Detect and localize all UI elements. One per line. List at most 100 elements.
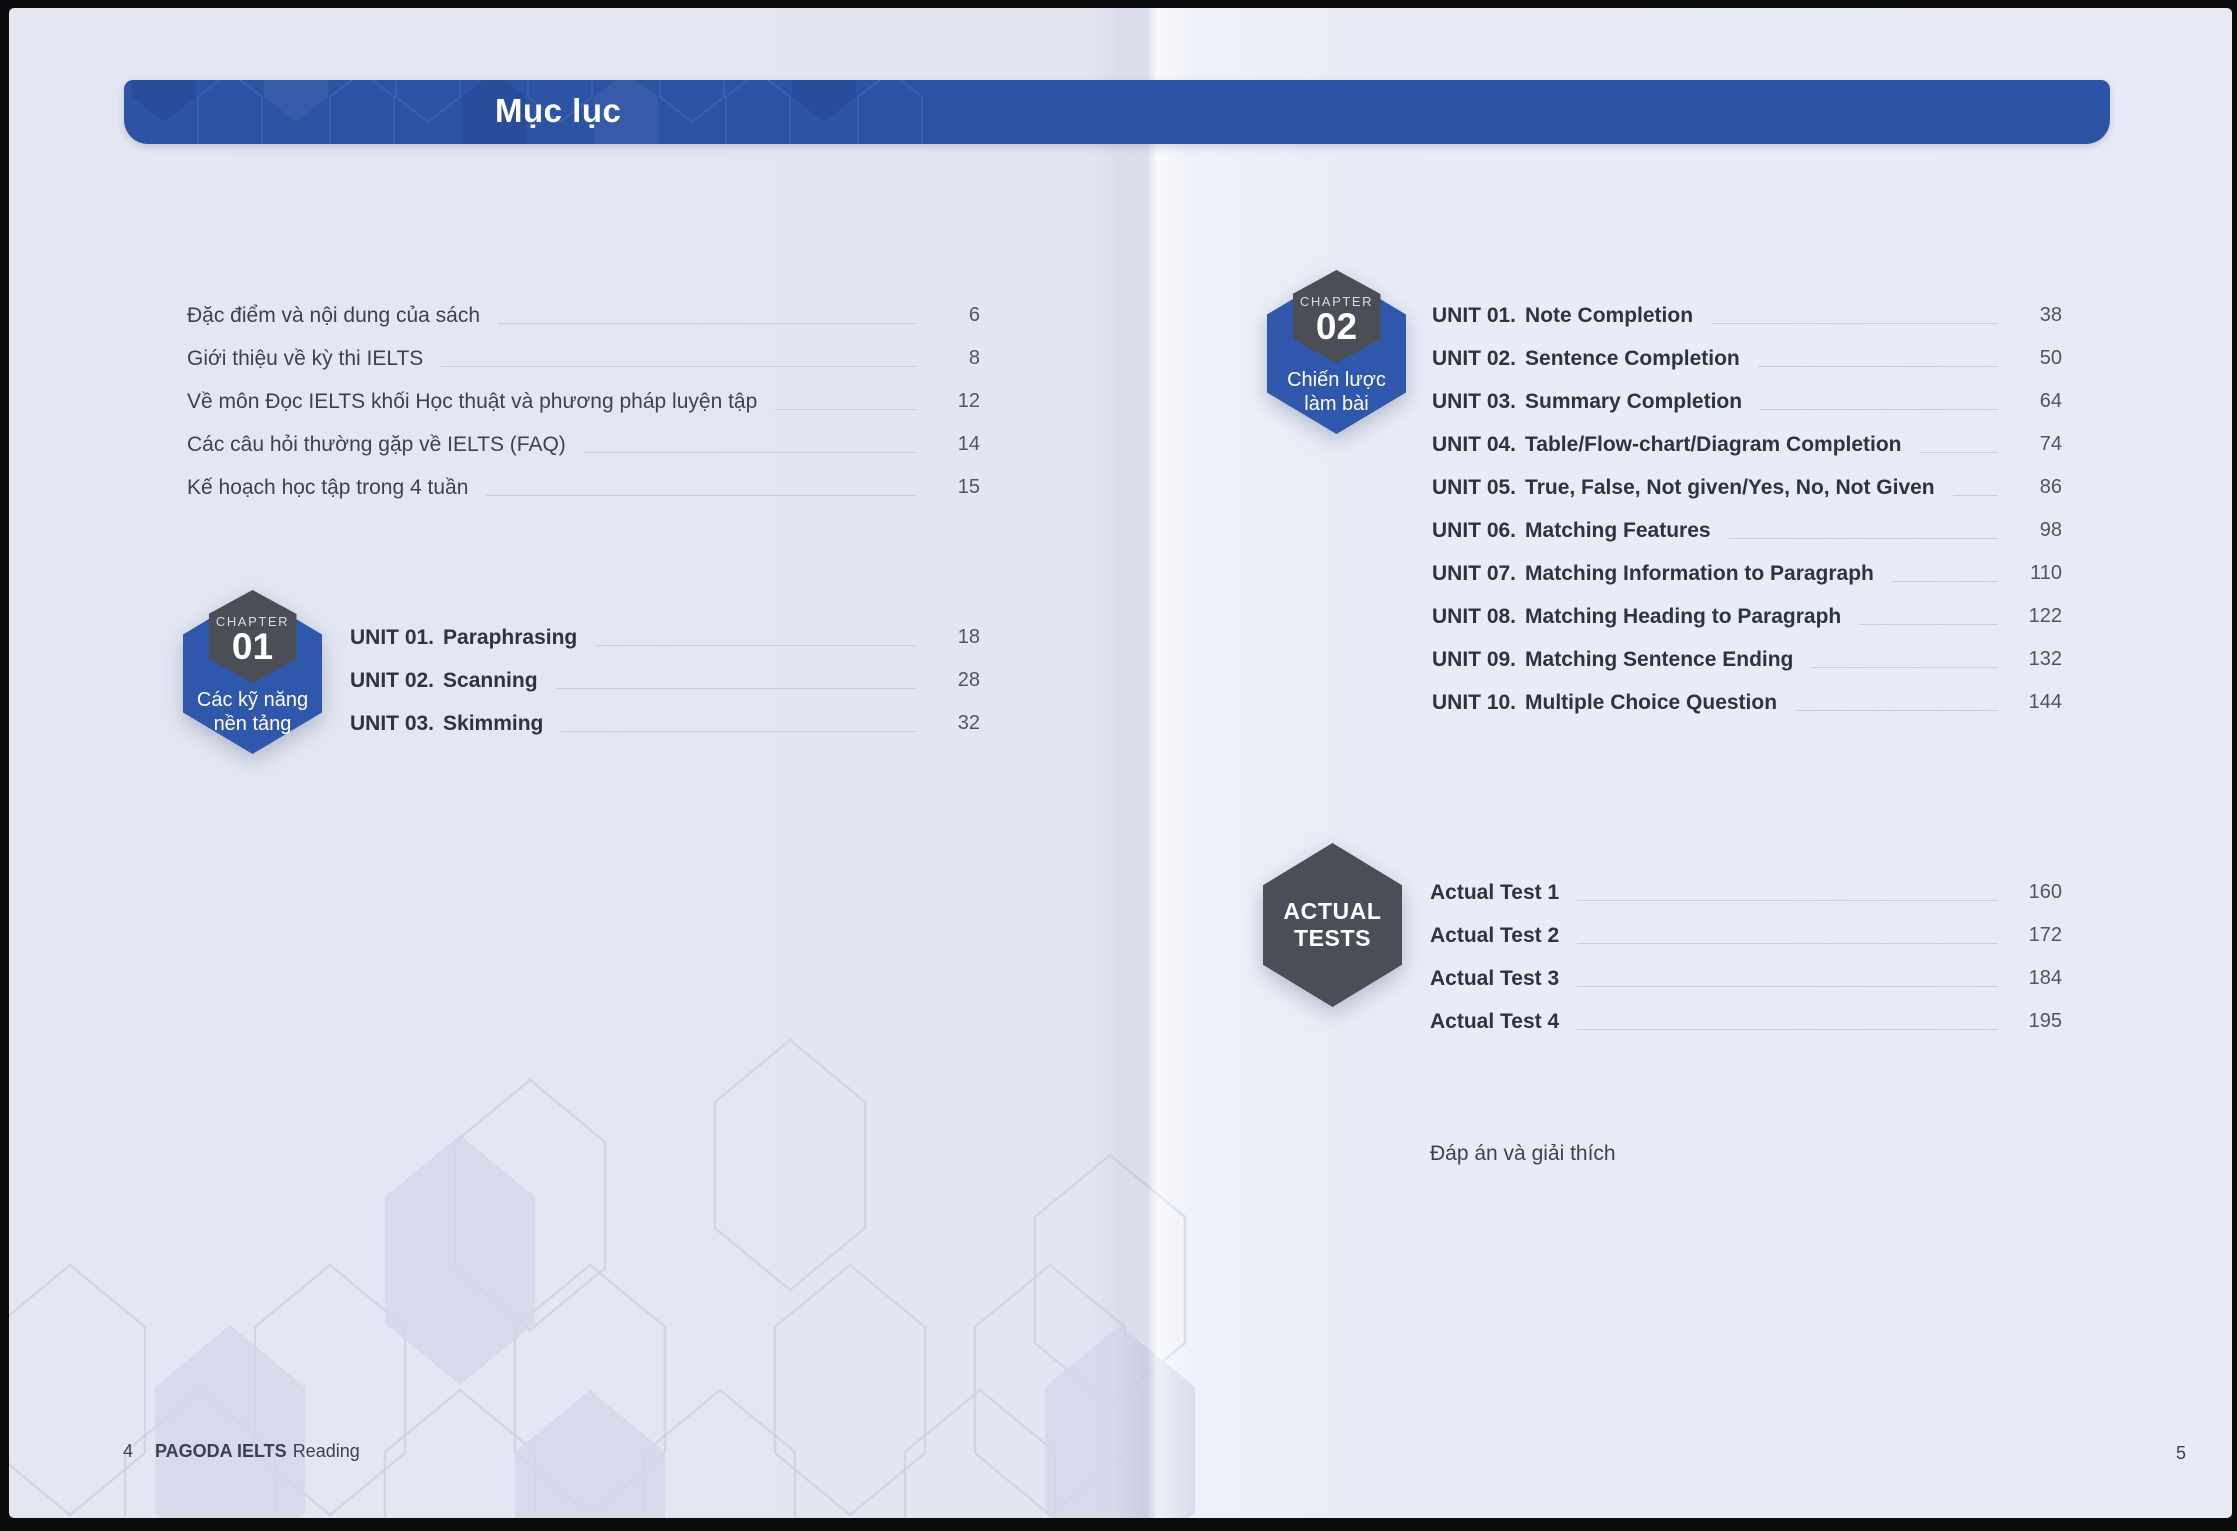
toc-row: UNIT 02. Scanning 28 bbox=[350, 659, 980, 702]
chapter-1-unit-list: UNIT 01. Paraphrasing 18 UNIT 02. Scanni… bbox=[350, 616, 980, 745]
leader-line bbox=[555, 687, 916, 690]
toc-entry-page: 12 bbox=[957, 390, 980, 412]
intro-toc-list: Đặc điểm và nội dung của sách 6 Giới thi… bbox=[187, 294, 980, 509]
leader-line bbox=[775, 408, 916, 411]
toc-row: UNIT 08. Matching Heading to Paragraph 1… bbox=[1432, 595, 2062, 638]
unit-title: Matching Heading to Paragraph bbox=[1525, 604, 1842, 628]
toc-row: UNIT 05. True, False, Not given/Yes, No,… bbox=[1432, 466, 2062, 509]
leader-line bbox=[561, 730, 916, 733]
test-label: Actual Test 3 bbox=[1430, 966, 1560, 990]
actual-tests-list: Actual Test 1 160 Actual Test 2 172 Actu… bbox=[1430, 871, 2062, 1043]
unit-title: Matching Features bbox=[1525, 518, 1711, 542]
leader-line bbox=[486, 494, 916, 497]
unit-title: Matching Information to Paragraph bbox=[1525, 561, 1874, 585]
toc-entry-page: 38 bbox=[2039, 304, 2062, 326]
unit-number: UNIT 10. bbox=[1432, 690, 1517, 714]
unit-number: UNIT 03. bbox=[1432, 389, 1517, 413]
toc-row: Actual Test 2 172 bbox=[1430, 914, 2062, 957]
toc-row: UNIT 07. Matching Information to Paragra… bbox=[1432, 552, 2062, 595]
toc-entry-page: 122 bbox=[2028, 605, 2062, 627]
actual-tests-badge: ACTUAL TESTS bbox=[1263, 843, 1402, 1007]
unit-title: True, False, Not given/Yes, No, Not Give… bbox=[1525, 475, 1935, 499]
leader-line bbox=[441, 365, 916, 368]
toc-entry-page: 28 bbox=[957, 669, 980, 691]
answers-label: Đáp án và giải thích bbox=[1430, 1142, 1616, 1165]
page-title: Mục lục bbox=[495, 92, 622, 129]
unit-number: UNIT 03. bbox=[350, 711, 435, 735]
unit-title: Skimming bbox=[443, 711, 544, 735]
chapter-word: CHAPTER bbox=[215, 614, 290, 629]
toc-row: UNIT 03. Summary Completion 64 bbox=[1432, 380, 2062, 423]
toc-row: UNIT 04. Table/Flow-chart/Diagram Comple… bbox=[1432, 423, 2062, 466]
unit-title: Table/Flow-chart/Diagram Completion bbox=[1525, 432, 1902, 456]
unit-number: UNIT 01. bbox=[1432, 303, 1517, 327]
chapter-number: 02 bbox=[1315, 306, 1358, 347]
toc-entry-label: Đặc điểm và nội dung của sách bbox=[187, 303, 481, 327]
leader-line bbox=[1795, 709, 1998, 712]
chapter-2-unit-list: UNIT 01. Note Completion 38 UNIT 02. Sen… bbox=[1432, 294, 2062, 724]
page-spread bbox=[9, 8, 2232, 1518]
toc-entry-label: Giới thiệu về kỳ thi IELTS bbox=[187, 346, 424, 370]
toc-entry-page: 14 bbox=[957, 433, 980, 455]
chapter-1-badge: CHAPTER 01 Các kỹ năng nền tảng bbox=[183, 590, 322, 754]
unit-title: Sentence Completion bbox=[1525, 346, 1740, 370]
toc-row: Actual Test 1 160 bbox=[1430, 871, 2062, 914]
chapter-word: CHAPTER bbox=[1299, 294, 1374, 309]
toc-entry-label: Các câu hỏi thường gặp về IELTS (FAQ) bbox=[187, 432, 566, 456]
actual-tests-hexagon: ACTUAL TESTS bbox=[1263, 843, 1402, 1007]
test-label: Actual Test 4 bbox=[1430, 1009, 1560, 1033]
book-title-bold: PAGODA IELTS bbox=[155, 1441, 287, 1461]
toc-entry-page: 132 bbox=[2028, 648, 2062, 670]
leader-line bbox=[1577, 985, 1998, 988]
toc-entry-page: 18 bbox=[957, 626, 980, 648]
unit-number: UNIT 05. bbox=[1432, 475, 1517, 499]
unit-number: UNIT 06. bbox=[1432, 518, 1517, 542]
toc-row: UNIT 01. Note Completion 38 bbox=[1432, 294, 2062, 337]
toc-row: UNIT 06. Matching Features 98 bbox=[1432, 509, 2062, 552]
toc-entry-page: 86 bbox=[2039, 476, 2062, 498]
leader-line bbox=[1811, 666, 1998, 669]
toc-row: UNIT 02. Sentence Completion 50 bbox=[1432, 337, 2062, 380]
toc-entry-label: Về môn Đọc IELTS khối Học thuật và phươn… bbox=[187, 389, 758, 413]
leader-line bbox=[1891, 580, 1998, 583]
toc-entry-page: 50 bbox=[2039, 347, 2062, 369]
toc-row: Giới thiệu về kỳ thi IELTS 8 bbox=[187, 337, 980, 380]
toc-entry-page: 32 bbox=[957, 712, 980, 734]
toc-row: UNIT 10. Multiple Choice Question 144 bbox=[1432, 681, 2062, 724]
toc-entry-page: 144 bbox=[2028, 691, 2062, 713]
toc-entry-page: 98 bbox=[2039, 519, 2062, 541]
toc-row: Kế hoạch học tập trong 4 tuần 15 bbox=[187, 466, 980, 509]
toc-entry-page: 74 bbox=[2039, 433, 2062, 455]
right-page-number: 5 bbox=[2176, 1443, 2187, 1463]
test-label: Actual Test 2 bbox=[1430, 923, 1560, 947]
leader-line bbox=[1859, 623, 1998, 626]
leader-line bbox=[498, 322, 916, 325]
unit-number: UNIT 02. bbox=[1432, 346, 1517, 370]
left-page-footer: 4 PAGODA IELTS Reading bbox=[123, 1441, 360, 1462]
leader-line bbox=[1577, 942, 1998, 945]
unit-number: UNIT 07. bbox=[1432, 561, 1517, 585]
toc-entry-page: 160 bbox=[2028, 881, 2062, 903]
left-page-number: 4 bbox=[123, 1441, 134, 1461]
toc-banner bbox=[124, 80, 2110, 144]
chapter-2-badge: CHAPTER 02 Chiến lược làm bài bbox=[1267, 270, 1406, 434]
leader-line bbox=[583, 451, 916, 454]
unit-title: Summary Completion bbox=[1525, 389, 1743, 413]
toc-row: Actual Test 3 184 bbox=[1430, 957, 2062, 1000]
leader-line bbox=[1757, 365, 1998, 368]
unit-number: UNIT 09. bbox=[1432, 647, 1517, 671]
unit-number: UNIT 04. bbox=[1432, 432, 1517, 456]
leader-line bbox=[1711, 322, 1998, 325]
chapter-number: 01 bbox=[231, 626, 274, 667]
unit-title: Scanning bbox=[443, 668, 538, 692]
unit-number: UNIT 02. bbox=[350, 668, 435, 692]
toc-row: Các câu hỏi thường gặp về IELTS (FAQ) 14 bbox=[187, 423, 980, 466]
toc-row: UNIT 09. Matching Sentence Ending 132 bbox=[1432, 638, 2062, 681]
actual-tests-word-2: TESTS bbox=[1293, 925, 1372, 951]
unit-number: UNIT 01. bbox=[350, 625, 435, 649]
unit-title: Note Completion bbox=[1525, 303, 1694, 327]
toc-row: Đặc điểm và nội dung của sách 6 bbox=[187, 294, 980, 337]
toc-entry-page: 195 bbox=[2028, 1010, 2062, 1032]
leader-line bbox=[1952, 494, 1998, 497]
